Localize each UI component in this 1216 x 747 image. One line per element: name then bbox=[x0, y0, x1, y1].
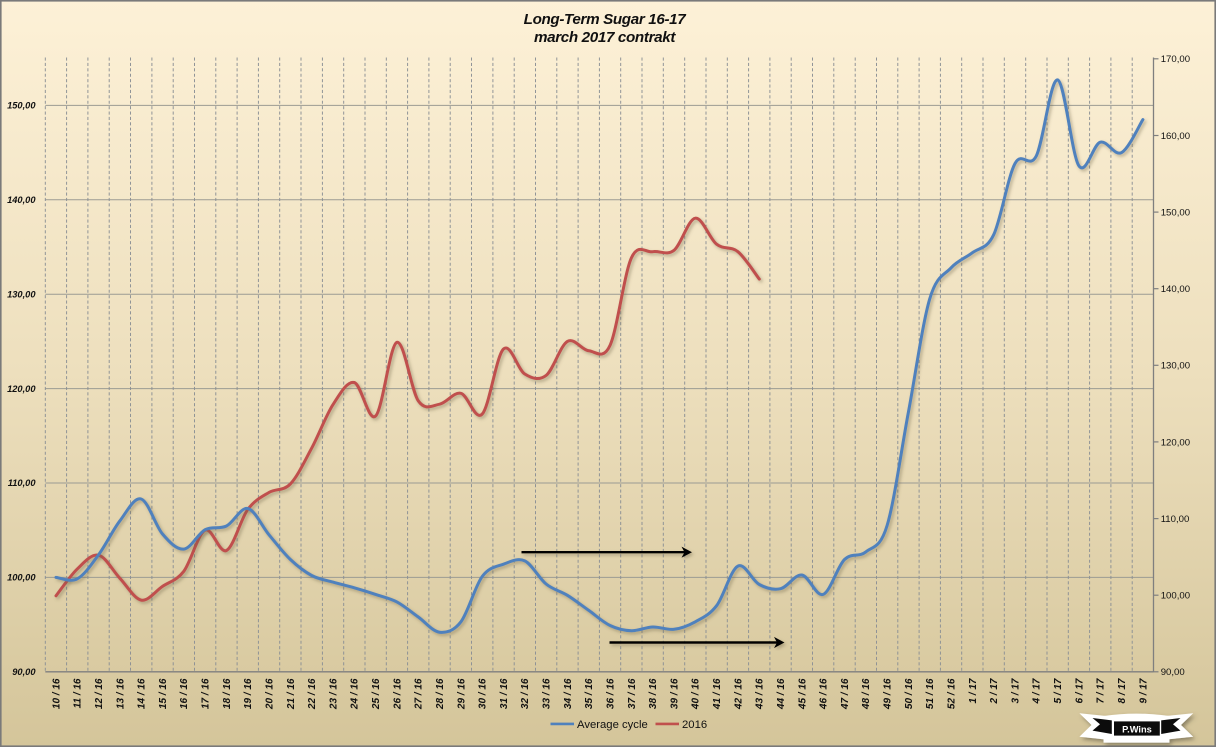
svg-text:10 / 16: 10 / 16 bbox=[51, 678, 62, 709]
svg-text:2 / 17: 2 / 17 bbox=[989, 678, 1000, 704]
svg-text:7 / 17: 7 / 17 bbox=[1096, 678, 1107, 703]
svg-text:35 / 16: 35 / 16 bbox=[584, 678, 595, 709]
svg-text:Average cycle: Average cycle bbox=[577, 719, 648, 731]
svg-text:52 / 16: 52 / 16 bbox=[947, 678, 958, 709]
svg-text:140,00: 140,00 bbox=[1161, 284, 1190, 295]
svg-text:28 / 16: 28 / 16 bbox=[435, 678, 446, 710]
svg-text:90,00: 90,00 bbox=[12, 667, 36, 677]
svg-text:14 / 16: 14 / 16 bbox=[137, 678, 148, 709]
svg-text:15 / 16: 15 / 16 bbox=[158, 678, 169, 709]
svg-text:21 / 16: 21 / 16 bbox=[286, 678, 297, 710]
svg-text:2016: 2016 bbox=[682, 719, 707, 731]
svg-text:24 / 16: 24 / 16 bbox=[350, 678, 361, 710]
svg-text:140,00: 140,00 bbox=[7, 195, 36, 205]
svg-text:32 / 16: 32 / 16 bbox=[520, 678, 531, 709]
svg-text:110,00: 110,00 bbox=[1161, 514, 1190, 525]
svg-text:3 / 17: 3 / 17 bbox=[1010, 678, 1021, 703]
svg-text:47 / 16: 47 / 16 bbox=[840, 678, 851, 710]
svg-text:120,00: 120,00 bbox=[7, 384, 36, 394]
svg-text:150,00: 150,00 bbox=[7, 101, 36, 111]
svg-text:42 / 16: 42 / 16 bbox=[733, 678, 744, 710]
svg-text:19 / 16: 19 / 16 bbox=[243, 678, 254, 709]
svg-text:130,00: 130,00 bbox=[1161, 361, 1190, 372]
svg-text:17 / 16: 17 / 16 bbox=[201, 678, 212, 709]
svg-text:1 / 17: 1 / 17 bbox=[968, 678, 979, 703]
svg-text:27 / 16: 27 / 16 bbox=[414, 678, 425, 710]
svg-text:31 / 16: 31 / 16 bbox=[499, 678, 510, 709]
svg-text:51 / 16: 51 / 16 bbox=[925, 678, 936, 709]
svg-text:44 / 16: 44 / 16 bbox=[776, 678, 787, 710]
svg-text:29 / 16: 29 / 16 bbox=[456, 678, 467, 710]
svg-text:50 / 16: 50 / 16 bbox=[904, 678, 915, 709]
svg-text:40 / 16: 40 / 16 bbox=[691, 678, 702, 710]
svg-text:20 / 16: 20 / 16 bbox=[265, 678, 276, 710]
svg-text:5 / 17: 5 / 17 bbox=[1053, 678, 1064, 703]
svg-text:37 / 16: 37 / 16 bbox=[627, 678, 638, 709]
svg-text:25 / 16: 25 / 16 bbox=[371, 678, 382, 710]
svg-text:8 / 17: 8 / 17 bbox=[1117, 678, 1128, 703]
svg-text:Long-Term Sugar 16-17: Long-Term Sugar 16-17 bbox=[524, 11, 688, 28]
svg-text:6 / 17: 6 / 17 bbox=[1074, 678, 1085, 703]
svg-text:100,00: 100,00 bbox=[1161, 591, 1190, 602]
svg-text:11 / 16: 11 / 16 bbox=[73, 678, 84, 708]
svg-text:4 / 17: 4 / 17 bbox=[1032, 678, 1043, 704]
svg-text:41 / 16: 41 / 16 bbox=[712, 678, 723, 710]
svg-text:38 / 16: 38 / 16 bbox=[648, 678, 659, 709]
svg-text:120,00: 120,00 bbox=[1161, 437, 1190, 448]
svg-text:22 / 16: 22 / 16 bbox=[307, 678, 318, 710]
svg-text:160,00: 160,00 bbox=[1161, 131, 1190, 142]
svg-text:43 / 16: 43 / 16 bbox=[755, 678, 766, 710]
svg-text:49 / 16: 49 / 16 bbox=[883, 678, 894, 710]
svg-text:26 / 16: 26 / 16 bbox=[392, 678, 403, 710]
svg-text:13 / 16: 13 / 16 bbox=[115, 678, 126, 709]
svg-text:34 / 16: 34 / 16 bbox=[563, 678, 574, 709]
svg-text:16 / 16: 16 / 16 bbox=[179, 678, 190, 709]
svg-text:P.Wins: P.Wins bbox=[1122, 724, 1152, 734]
svg-text:170,00: 170,00 bbox=[1161, 54, 1190, 65]
svg-text:12 / 16: 12 / 16 bbox=[94, 678, 105, 709]
svg-text:39 / 16: 39 / 16 bbox=[669, 678, 680, 709]
svg-text:march 2017 contrakt: march 2017 contrakt bbox=[534, 29, 676, 46]
svg-text:48 / 16: 48 / 16 bbox=[861, 678, 872, 710]
svg-text:110,00: 110,00 bbox=[8, 478, 37, 488]
svg-text:23 / 16: 23 / 16 bbox=[328, 678, 339, 710]
svg-text:36 / 16: 36 / 16 bbox=[606, 678, 617, 709]
svg-text:46 / 16: 46 / 16 bbox=[819, 678, 830, 710]
svg-text:100,00: 100,00 bbox=[7, 573, 36, 583]
svg-text:33 / 16: 33 / 16 bbox=[542, 678, 553, 709]
svg-text:45 / 16: 45 / 16 bbox=[797, 678, 808, 710]
svg-text:9 / 17: 9 / 17 bbox=[1138, 678, 1149, 703]
svg-text:90,00: 90,00 bbox=[1161, 667, 1185, 678]
svg-text:30 / 16: 30 / 16 bbox=[478, 678, 489, 709]
svg-text:130,00: 130,00 bbox=[7, 289, 36, 299]
svg-text:18 / 16: 18 / 16 bbox=[222, 678, 233, 709]
svg-text:150,00: 150,00 bbox=[1161, 208, 1190, 219]
